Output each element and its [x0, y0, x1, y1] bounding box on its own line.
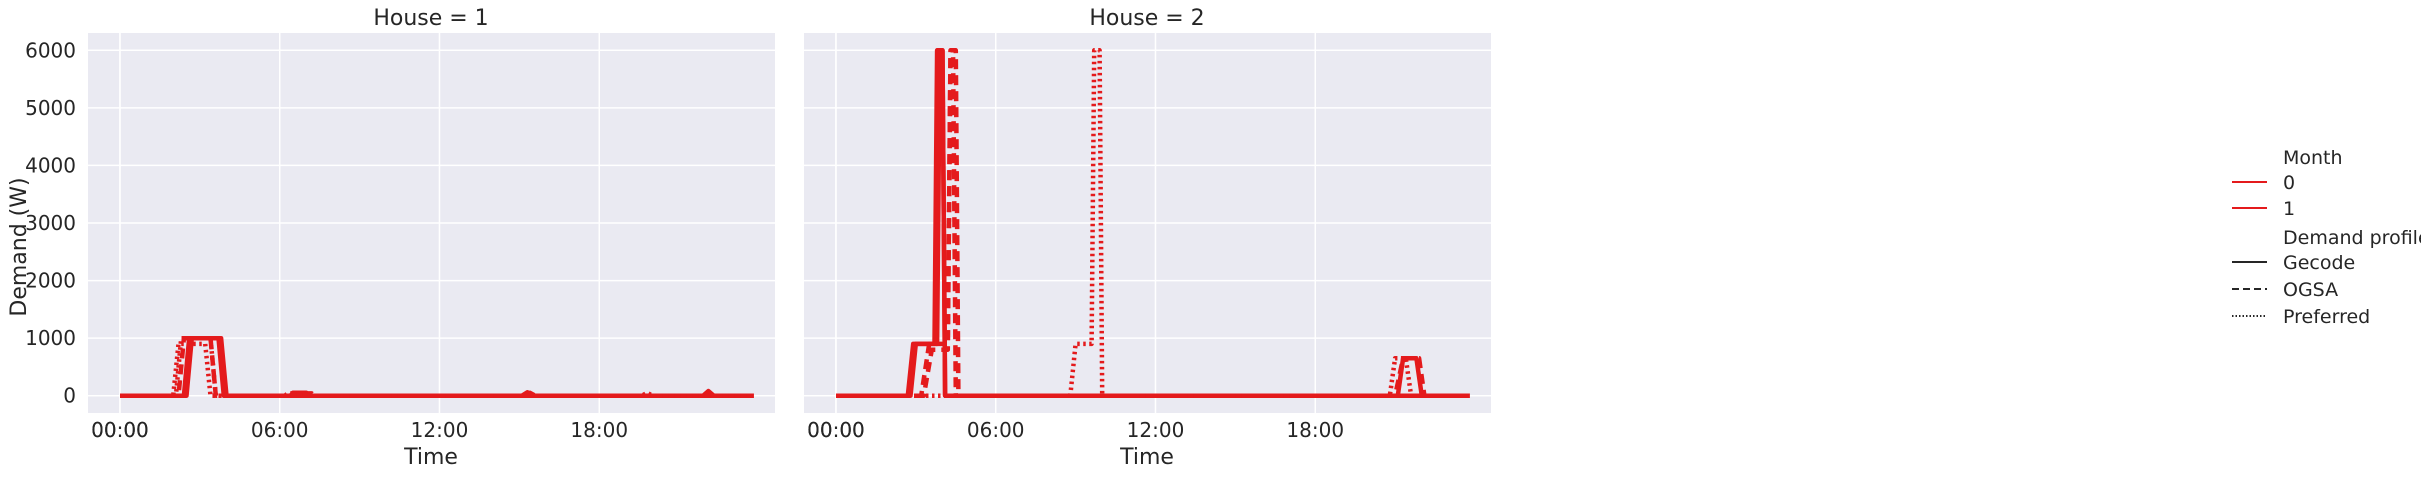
x-axis-label: Time [403, 445, 458, 470]
series-line-month-0-preferred [836, 48, 1470, 398]
legend-entry-ogsa: OGSA [2283, 279, 2338, 301]
y-tick-label: 6000 [25, 38, 76, 62]
y-tick-label: 3000 [25, 211, 76, 235]
series-line-month-1-preferred [120, 341, 754, 398]
x-tick-label: 00:00 [91, 418, 149, 442]
panel-title: House = 1 [373, 6, 488, 31]
y-tick-labels: 0 1000 2000 3000 4000 5000 6000 [25, 38, 76, 407]
y-tick-label: 1000 [25, 326, 76, 350]
x-tick-label: 00:00 [807, 418, 865, 442]
y-tick-label: 4000 [25, 153, 76, 177]
x-tick-label: 06:00 [967, 418, 1025, 442]
legend-entry-month-0: 0 [2283, 172, 2295, 194]
x-axis-label: Time [1119, 445, 1174, 470]
x-tick-label: 06:00 [251, 418, 309, 442]
x-tick-label: 12:00 [411, 418, 469, 442]
gridlines [88, 33, 775, 413]
x-tick-label: 00:00 [91, 418, 149, 442]
series-group [836, 48, 1470, 398]
legend-title-demand-profile: Demand profile [2283, 227, 2421, 249]
panel-title: House = 2 [1089, 6, 1204, 31]
series-line-month-1-ogsa [836, 53, 1470, 398]
legend: Month 0 1 Demand profile Gecode OGSA Pre… [2232, 147, 2421, 328]
x-tick-label: 18:00 [570, 418, 628, 442]
y-tick-label: 0 [63, 384, 76, 408]
y-tick-label: 2000 [25, 269, 76, 293]
y-tick-label: 5000 [25, 96, 76, 120]
legend-entry-preferred: Preferred [2283, 306, 2370, 328]
x-tick-label: 00:00 [807, 418, 865, 442]
legend-title-month: Month [2283, 147, 2343, 169]
x-tick-label: 18:00 [1286, 418, 1344, 442]
legend-entry-gecode: Gecode [2283, 252, 2355, 274]
y-axis-label: Demand (W) [7, 177, 32, 316]
legend-entry-month-1: 1 [2283, 198, 2295, 220]
series-line-month-0-ogsa [836, 48, 1470, 398]
series-line-month-1-gecode [836, 48, 1470, 398]
series-group [120, 335, 754, 398]
panel-house-1: House = 1 0 1000 2000 3000 4000 5000 6000 00:0… [25, 6, 775, 470]
x-tick-label: 12:00 [1127, 418, 1185, 442]
